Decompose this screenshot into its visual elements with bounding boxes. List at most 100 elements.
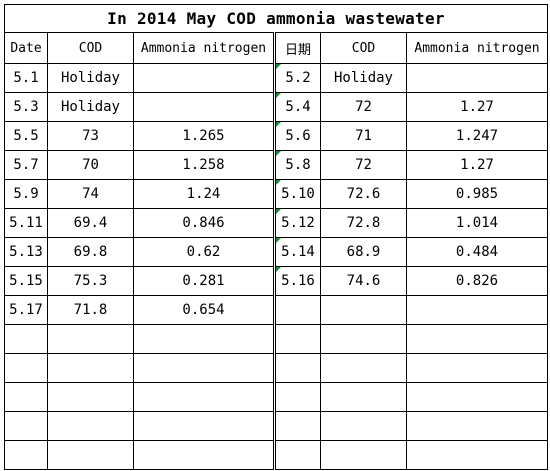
- data-rows: 5.1 Holiday 5.2 Holiday 5.3 Holiday 5.4 72 1.27 5…: [4, 63, 548, 470]
- table-row: [4, 411, 548, 441]
- cod-cell-right[interactable]: [320, 295, 407, 325]
- date-cell-right[interactable]: [274, 353, 321, 383]
- date-cell[interactable]: [4, 411, 48, 441]
- ammonia-cell[interactable]: [133, 92, 276, 122]
- ammonia-cell[interactable]: [133, 411, 276, 441]
- date-cell-right[interactable]: 5.14: [274, 237, 321, 267]
- cod-cell[interactable]: [47, 353, 134, 383]
- spreadsheet-table: In 2014 May COD ammonia wastewater Date …: [4, 4, 548, 470]
- date-cell[interactable]: [4, 324, 48, 354]
- cod-cell-right[interactable]: [320, 324, 407, 354]
- date-cell-right[interactable]: 5.6: [274, 121, 321, 151]
- table-row: 5.11 69.4 0.846 5.12 72.8 1.014: [4, 208, 548, 238]
- header-cod[interactable]: COD: [47, 32, 134, 64]
- date-cell[interactable]: 5.5: [4, 121, 48, 151]
- cod-cell-right[interactable]: [320, 382, 407, 412]
- date-cell-right[interactable]: [274, 382, 321, 412]
- date-cell[interactable]: 5.15: [4, 266, 48, 296]
- cod-cell[interactable]: Holiday: [47, 63, 134, 93]
- ammonia-cell-right[interactable]: [406, 353, 548, 383]
- ammonia-cell-right[interactable]: 0.484: [406, 237, 548, 267]
- table-row: [4, 382, 548, 412]
- date-cell-right[interactable]: 5.4: [274, 92, 321, 122]
- cod-cell-right[interactable]: Holiday: [320, 63, 407, 93]
- table-row: [4, 324, 548, 354]
- ammonia-cell-right[interactable]: [406, 295, 548, 325]
- ammonia-cell[interactable]: [133, 382, 276, 412]
- date-cell[interactable]: 5.17: [4, 295, 48, 325]
- cod-cell-right[interactable]: 72.8: [320, 208, 407, 238]
- cod-cell-right[interactable]: [320, 411, 407, 441]
- header-date-cn[interactable]: 日期: [274, 32, 321, 64]
- ammonia-cell-right[interactable]: [406, 324, 548, 354]
- ammonia-cell[interactable]: [133, 440, 276, 470]
- ammonia-cell[interactable]: 0.62: [133, 237, 276, 267]
- cod-cell-right[interactable]: 74.6: [320, 266, 407, 296]
- cod-cell-right[interactable]: 71: [320, 121, 407, 151]
- cod-cell-right[interactable]: 72: [320, 92, 407, 122]
- date-cell[interactable]: 5.1: [4, 63, 48, 93]
- date-cell[interactable]: [4, 353, 48, 383]
- cod-cell[interactable]: 73: [47, 121, 134, 151]
- cod-cell-right[interactable]: [320, 440, 407, 470]
- date-cell-right[interactable]: 5.2: [274, 63, 321, 93]
- cod-cell[interactable]: 69.8: [47, 237, 134, 267]
- date-cell[interactable]: [4, 440, 48, 470]
- ammonia-cell[interactable]: 0.654: [133, 295, 276, 325]
- ammonia-cell[interactable]: [133, 353, 276, 383]
- date-cell[interactable]: [4, 382, 48, 412]
- cod-cell-right[interactable]: 72: [320, 150, 407, 180]
- date-cell-right[interactable]: 5.8: [274, 150, 321, 180]
- date-cell-right[interactable]: [274, 440, 321, 470]
- ammonia-cell[interactable]: 1.24: [133, 179, 276, 209]
- cod-cell[interactable]: 71.8: [47, 295, 134, 325]
- header-date[interactable]: Date: [4, 32, 48, 64]
- cod-cell[interactable]: [47, 440, 134, 470]
- ammonia-cell-right[interactable]: [406, 411, 548, 441]
- cod-cell[interactable]: 74: [47, 179, 134, 209]
- ammonia-cell-right[interactable]: 1.014: [406, 208, 548, 238]
- header-ammonia-nitrogen-2[interactable]: Ammonia nitrogen: [406, 32, 548, 64]
- ammonia-cell[interactable]: 1.258: [133, 150, 276, 180]
- cod-cell-right[interactable]: [320, 353, 407, 383]
- cod-cell[interactable]: Holiday: [47, 92, 134, 122]
- table-row: 5.5 73 1.265 5.6 71 1.247: [4, 121, 548, 151]
- date-cell-right[interactable]: [274, 295, 321, 325]
- table-row: 5.15 75.3 0.281 5.16 74.6 0.826: [4, 266, 548, 296]
- cod-cell[interactable]: [47, 382, 134, 412]
- cod-cell[interactable]: 70: [47, 150, 134, 180]
- cod-cell[interactable]: 69.4: [47, 208, 134, 238]
- ammonia-cell-right[interactable]: 1.247: [406, 121, 548, 151]
- date-cell-right[interactable]: [274, 411, 321, 441]
- date-cell-right[interactable]: 5.16: [274, 266, 321, 296]
- date-cell-right[interactable]: 5.12: [274, 208, 321, 238]
- table-title[interactable]: In 2014 May COD ammonia wastewater: [4, 4, 548, 33]
- cod-cell-right[interactable]: 68.9: [320, 237, 407, 267]
- cod-cell[interactable]: [47, 324, 134, 354]
- cod-cell[interactable]: 75.3: [47, 266, 134, 296]
- table-row: 5.9 74 1.24 5.10 72.6 0.985: [4, 179, 548, 209]
- ammonia-cell[interactable]: 0.281: [133, 266, 276, 296]
- date-cell[interactable]: 5.11: [4, 208, 48, 238]
- ammonia-cell[interactable]: [133, 63, 276, 93]
- ammonia-cell-right[interactable]: [406, 440, 548, 470]
- date-cell[interactable]: 5.3: [4, 92, 48, 122]
- cod-cell-right[interactable]: 72.6: [320, 179, 407, 209]
- ammonia-cell-right[interactable]: 1.27: [406, 150, 548, 180]
- date-cell-right[interactable]: 5.10: [274, 179, 321, 209]
- ammonia-cell-right[interactable]: 0.985: [406, 179, 548, 209]
- header-cod-2[interactable]: COD: [320, 32, 407, 64]
- ammonia-cell-right[interactable]: 0.826: [406, 266, 548, 296]
- ammonia-cell-right[interactable]: [406, 63, 548, 93]
- date-cell[interactable]: 5.9: [4, 179, 48, 209]
- ammonia-cell[interactable]: [133, 324, 276, 354]
- date-cell[interactable]: 5.7: [4, 150, 48, 180]
- cod-cell[interactable]: [47, 411, 134, 441]
- date-cell-right[interactable]: [274, 324, 321, 354]
- date-cell[interactable]: 5.13: [4, 237, 48, 267]
- header-ammonia-nitrogen[interactable]: Ammonia nitrogen: [133, 32, 276, 64]
- ammonia-cell[interactable]: 0.846: [133, 208, 276, 238]
- ammonia-cell-right[interactable]: [406, 382, 548, 412]
- ammonia-cell-right[interactable]: 1.27: [406, 92, 548, 122]
- ammonia-cell[interactable]: 1.265: [133, 121, 276, 151]
